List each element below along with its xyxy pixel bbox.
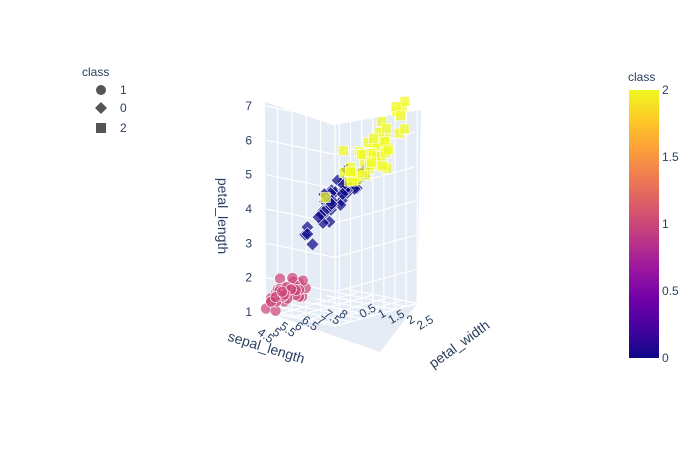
grid-line bbox=[277, 291, 358, 315]
y-axis-title: petal_width bbox=[426, 317, 493, 372]
z-tick-label: 5 bbox=[245, 168, 252, 182]
legend-circle-icon bbox=[96, 85, 106, 95]
legend-label: 1 bbox=[120, 83, 127, 97]
legend-item-0[interactable]: 0 bbox=[95, 101, 127, 115]
colorbar: class 2 1.5 1 0.5 0 bbox=[628, 70, 679, 365]
data-point-square bbox=[390, 101, 402, 112]
legend[interactable]: class 1 0 2 bbox=[82, 65, 127, 135]
z-tick-label: 7 bbox=[245, 99, 252, 113]
data-point-square bbox=[345, 166, 356, 177]
data-point-diamond bbox=[311, 210, 326, 225]
data-point-square bbox=[320, 192, 331, 203]
grid-line bbox=[291, 294, 373, 318]
legend-diamond-icon bbox=[95, 102, 107, 114]
grid-line bbox=[320, 300, 401, 324]
data-point-square bbox=[356, 149, 367, 160]
data-point-square bbox=[395, 110, 406, 121]
data-point-square bbox=[356, 167, 368, 179]
z-tick-label: 1 bbox=[245, 305, 252, 319]
legend-label: 2 bbox=[120, 121, 127, 135]
z-ticks: 1 2 3 4 5 6 7 bbox=[245, 99, 252, 319]
data-point-square bbox=[383, 144, 394, 156]
data-points bbox=[260, 96, 411, 317]
z-axis-title: petal_length bbox=[215, 178, 231, 254]
data-point-diamond bbox=[335, 187, 350, 202]
pane-floor bbox=[266, 304, 417, 352]
colorbar-ticks: 2 1.5 1 0.5 0 bbox=[662, 83, 679, 365]
colorbar-title: class bbox=[628, 70, 655, 84]
z-tick-label: 2 bbox=[245, 271, 252, 285]
z-tick-label: 6 bbox=[245, 133, 252, 147]
legend-item-2[interactable]: 2 bbox=[96, 121, 127, 135]
data-point-square bbox=[366, 156, 377, 168]
data-point-square bbox=[381, 123, 392, 134]
colorbar-tick-label: 0.5 bbox=[662, 284, 679, 298]
colorbar-tick-label: 1.5 bbox=[662, 150, 679, 164]
colorbar-tick-label: 2 bbox=[662, 83, 669, 97]
y-tick-label: 2.5 bbox=[414, 312, 436, 333]
pane-back-left bbox=[265, 102, 335, 326]
data-point-square bbox=[399, 123, 411, 135]
legend-label: 0 bbox=[120, 101, 127, 115]
z-tick-label: 3 bbox=[245, 236, 252, 250]
data-point-square bbox=[377, 160, 388, 172]
colorbar-tick-label: 0 bbox=[662, 351, 669, 365]
legend-title: class bbox=[82, 65, 109, 79]
z-tick-label: 4 bbox=[245, 202, 252, 216]
legend-item-1[interactable]: 1 bbox=[96, 83, 127, 97]
grid-line bbox=[348, 288, 418, 304]
legend-square-icon bbox=[96, 123, 106, 133]
data-point-circle bbox=[286, 272, 299, 284]
data-point-circle bbox=[276, 285, 289, 298]
data-point-diamond bbox=[300, 227, 315, 241]
colorbar-tick-label: 1 bbox=[662, 217, 669, 231]
colorbar-gradient bbox=[629, 90, 659, 358]
data-point-square bbox=[338, 145, 349, 156]
grid-line bbox=[334, 303, 416, 327]
data-point-diamond bbox=[305, 237, 320, 252]
data-point-square bbox=[368, 132, 379, 144]
grid-line bbox=[306, 297, 387, 321]
